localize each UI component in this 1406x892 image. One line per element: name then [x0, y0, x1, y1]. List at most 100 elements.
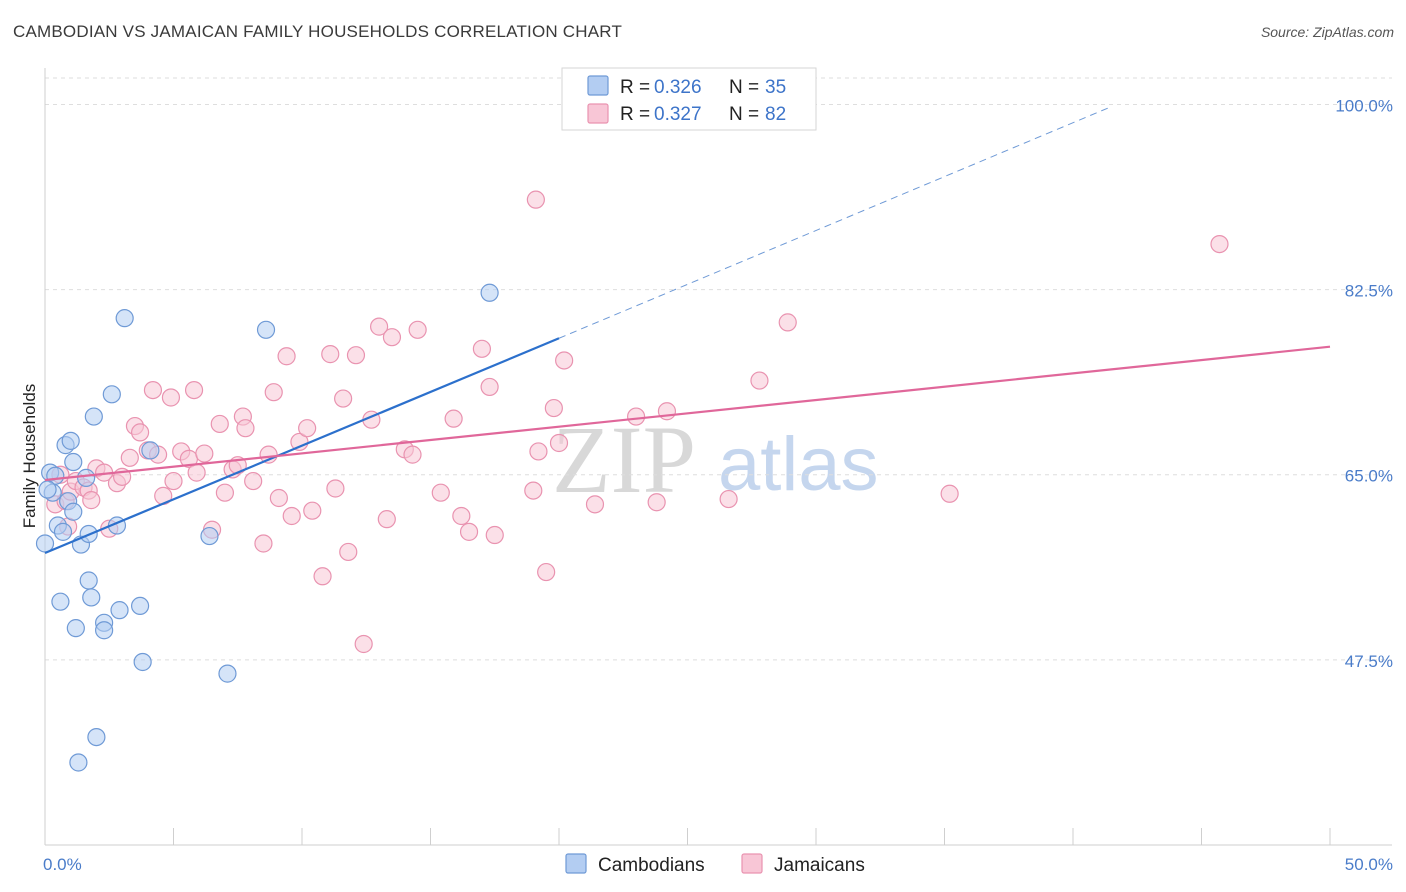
cambodian-point: [480, 283, 499, 302]
jamaican-point: [537, 562, 556, 582]
cambodian-point: [200, 526, 219, 546]
legend-n-label-jamaicans: N =: [729, 104, 759, 125]
jamaican-point: [346, 346, 366, 365]
cambodian-point: [66, 619, 85, 638]
jamaican-point: [82, 491, 101, 510]
jamaican-point: [555, 351, 574, 370]
jamaican-point: [529, 442, 548, 461]
cambodians-points: [35, 283, 499, 772]
jamaican-point: [269, 488, 288, 508]
jamaican-point: [459, 522, 479, 541]
jamaican-point: [480, 377, 499, 397]
legend-r-label-cambodians: R =: [620, 77, 650, 98]
jamaican-point: [244, 471, 263, 491]
cambodian-point: [84, 407, 103, 426]
cambodians-trend-line: [44, 337, 560, 555]
legend-r-value-cambodians: 0.326: [654, 77, 702, 98]
x-tick-label-max: 50.0%: [1345, 855, 1393, 874]
jamaican-point: [472, 339, 491, 358]
cambodian-point: [133, 652, 152, 672]
cambodian-point: [38, 480, 57, 499]
jamaican-point: [1210, 234, 1229, 254]
bottom-legend-jamaicans: Jamaicans: [774, 855, 865, 876]
jamaicans-trend-line: [44, 345, 1331, 482]
y-tick-label: 47.5%: [1345, 652, 1393, 671]
jamaican-point: [184, 380, 204, 400]
watermark-atlas: atlas: [718, 422, 879, 507]
source-label: Source: ZipAtlas.com: [1260, 24, 1394, 40]
jamaican-point: [778, 313, 797, 332]
jamaican-point: [334, 389, 353, 408]
watermark-zip: ZIP: [552, 406, 696, 513]
jamaican-point: [313, 567, 332, 586]
legend-n-value-cambodians: 35: [765, 77, 786, 98]
legend-r-value-jamaicans: 0.327: [654, 104, 702, 125]
cambodian-point: [51, 592, 70, 611]
cambodian-point: [102, 385, 121, 404]
jamaican-point: [195, 444, 214, 463]
legend-swatch-jamaicans: [587, 103, 609, 124]
x-tick-label-min: 0.0%: [43, 855, 82, 874]
legend-n-value-jamaicans: 82: [765, 104, 786, 125]
cambodian-point: [87, 727, 106, 747]
top-legend: R = 0.326 N = 35 R = 0.327 N = 82: [561, 67, 817, 131]
cambodian-point: [115, 309, 134, 328]
cambodian-point: [61, 431, 80, 450]
jamaican-point: [326, 479, 345, 498]
jamaican-point: [408, 320, 427, 339]
jamaican-point: [143, 380, 163, 400]
gridlines: [45, 77, 1392, 661]
bottom-legend-cambodians: Cambodians: [598, 855, 705, 876]
jamaican-point: [403, 445, 422, 464]
bottom-legend: Cambodians Jamaicans: [565, 853, 865, 876]
jamaican-point: [236, 419, 255, 438]
jamaicans-points: [46, 190, 1229, 654]
jamaican-point: [377, 510, 396, 529]
cambodian-point: [79, 571, 98, 590]
jamaican-point: [719, 489, 738, 509]
trend-lines: [44, 106, 1331, 555]
jamaican-point: [254, 534, 273, 553]
jamaican-point: [524, 481, 543, 500]
jamaican-point: [370, 317, 389, 336]
cambodian-point: [110, 601, 129, 620]
cambodian-point: [141, 441, 160, 460]
cambodian-point: [218, 664, 237, 683]
jamaican-point: [130, 423, 150, 442]
jamaican-point: [161, 388, 181, 407]
y-tick-label: 82.5%: [1345, 282, 1393, 301]
bottom-legend-swatch-jamaicans: [741, 853, 763, 874]
jamaican-point: [264, 383, 283, 402]
jamaican-point: [526, 190, 545, 209]
y-tick-label: 65.0%: [1345, 467, 1393, 486]
legend-r-label-jamaicans: R =: [620, 104, 650, 125]
jamaican-point: [452, 506, 471, 526]
cambodian-point: [53, 522, 73, 541]
jamaican-point: [444, 409, 463, 428]
jamaican-point: [339, 542, 358, 562]
chart-title: CAMBODIAN VS JAMAICAN FAMILY HOUSEHOLDS …: [13, 22, 623, 41]
cambodian-point: [64, 452, 83, 472]
jamaican-point: [277, 347, 296, 366]
jamaican-point: [549, 433, 569, 453]
y-axis-label: Family Households: [20, 384, 39, 529]
jamaican-point: [354, 634, 373, 654]
cambodian-point: [64, 502, 83, 521]
cambodian-point: [82, 588, 101, 607]
cambodian-point: [77, 468, 96, 487]
cambodian-point: [69, 753, 88, 772]
axes: [44, 68, 1392, 846]
jamaican-point: [120, 448, 139, 467]
bottom-legend-swatch-cambodians: [565, 853, 587, 874]
jamaican-point: [431, 483, 450, 502]
legend-n-label-cambodians: N =: [729, 77, 759, 98]
y-tick-label: 100.0%: [1335, 96, 1393, 115]
jamaican-point: [164, 471, 183, 491]
jamaican-point: [585, 495, 605, 514]
jamaican-point: [187, 463, 206, 482]
jamaican-point: [647, 493, 666, 512]
jamaican-point: [282, 506, 301, 526]
cambodian-point: [95, 621, 114, 640]
jamaican-point: [382, 328, 402, 347]
